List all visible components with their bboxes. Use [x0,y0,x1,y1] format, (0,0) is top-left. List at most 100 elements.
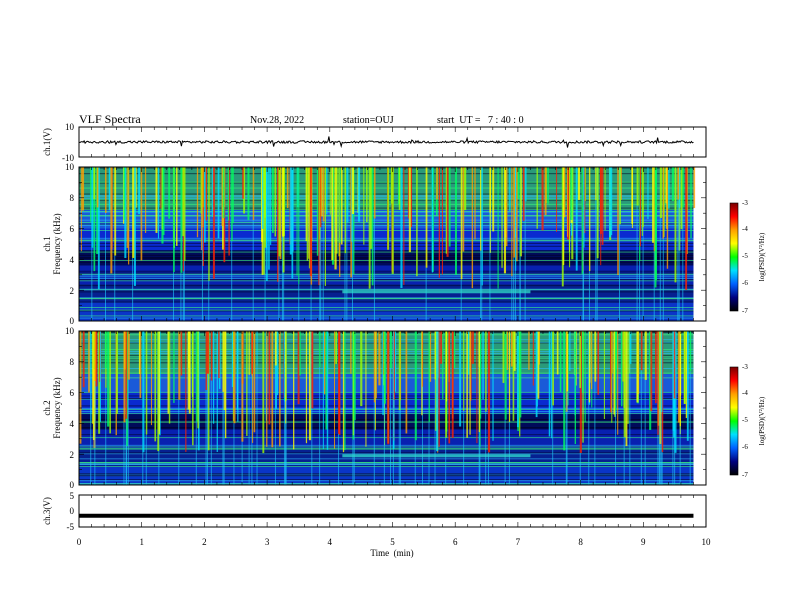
ch2-sferic [436,331,439,452]
ch1-sferic-tail [173,272,175,321]
ch1-sferic [261,167,264,229]
ch1-sferic [425,167,428,268]
ch1-hline [79,285,694,287]
ch2-sferic [223,331,226,411]
ch2-sferic [476,331,478,444]
ch2-hline [79,331,694,333]
ch3-ytick-5: 5 [70,491,75,501]
ch2-sferic [453,331,456,369]
ch2-hline [79,351,694,353]
ch2-band-4 [79,429,694,449]
ch1-sferic [281,167,285,237]
ch1-sferic [431,167,434,273]
ch2-sferic-tail [658,409,660,485]
ch1-sferic [446,167,449,257]
ch2-sferic [649,331,652,430]
ch1-sferic [570,167,573,221]
ch1-sferic [536,167,538,229]
ch1-freq-tick-0: 0 [70,316,75,326]
ch2-hline [79,405,694,407]
ch2-sferic [674,331,677,453]
ch1-sferic [583,167,585,248]
ch2-colorbar-label: log(PSD)(V²/Hz) [758,396,766,445]
ch1-sferic [93,167,96,272]
ch1-sferic [390,167,393,204]
ch1-sferic-tail [180,272,182,321]
ch1-sferic [104,167,107,214]
ch2-sferic [538,331,541,365]
ch2-sferic-tail [123,422,125,485]
ch1-sferic [242,167,244,199]
ch2-sferic [88,331,90,393]
ch1-sferic-tail [351,213,353,321]
ch2-sferic [478,331,480,433]
ch1-hline [79,245,694,247]
ch2-sferic [689,331,692,372]
ch1-sferic [108,167,111,211]
time-tick-0: 0 [77,537,82,547]
ch1-sferic-tail [283,236,285,321]
ch1-sferic [114,167,117,256]
ch2-sferic [95,331,98,387]
ch1-sferic [247,167,250,221]
ch2-sferic [392,331,395,449]
ch2-hline [79,391,694,393]
ch2-sferic-tail [210,380,212,485]
ch1-sferic [492,167,495,232]
ch2-sferic [378,331,381,386]
ch1-sferic-tail [182,271,184,321]
ch2-sferic [82,331,85,388]
ch2-sferic-tail [285,400,287,485]
ch1-sferic [489,167,491,213]
ch2-sferic [375,331,377,399]
ch2-sferic-tail [640,370,642,485]
ch2-sferic [537,331,540,399]
ch1-sferic [370,167,373,249]
ch1-sferic-tail [425,267,427,321]
ch1-sferic-tail [183,260,185,321]
ch2-sferic [673,331,676,399]
ch1-sferic [263,167,266,200]
ch1-sferic [610,167,613,236]
ch2-sferic [584,331,586,423]
ch2-sferic [579,331,582,453]
ch1-sferic-tail [201,207,203,321]
ch1-colorbar-scale [729,202,739,312]
ch1-sferic-tail [595,200,597,321]
ch2-hline [79,483,694,485]
ch1-sferic [132,167,135,258]
ch2-sferic-tail [248,374,250,485]
ch1-sferic-tail [619,214,621,321]
ch1-sferic [363,167,365,245]
ch2-sferic [429,331,432,382]
ch2-sferic [167,331,170,414]
ch1-sferic [306,167,309,261]
ch2-sferic-tail [222,391,224,485]
ch2-sferic [373,331,376,403]
ch1-sferic [677,167,680,200]
ch1-sferic [97,167,100,290]
ch2-sferic [350,331,352,374]
ch2-sferic [591,331,593,390]
ch1-sferic [566,167,570,240]
ch1-sferic [654,167,657,281]
ch2-sferic-tail [274,365,276,485]
ch1-sferic [138,167,141,214]
ch1-sferic [686,167,688,254]
ch2-hline [79,458,694,460]
ch2-cb-tick-5: -5 [742,416,748,424]
ch1-sferic [339,167,341,243]
ch1-sferic [228,167,230,256]
ch3-ytick-0: 0 [70,506,75,516]
ch2-sferic [253,331,256,433]
ch2-sferic-tail [445,437,447,485]
ch1-freq-tick-4: 4 [70,255,75,265]
ch1-sferic [636,167,639,206]
ch1-sferic [619,167,621,225]
ch2-sferic [440,331,443,364]
ch2-sferic-tail [565,411,567,485]
ch2-sferic-tail [178,399,180,485]
ch1-sferic-tail [653,251,655,321]
ch1-sferic [308,167,311,269]
ch2-sferic [188,331,190,368]
